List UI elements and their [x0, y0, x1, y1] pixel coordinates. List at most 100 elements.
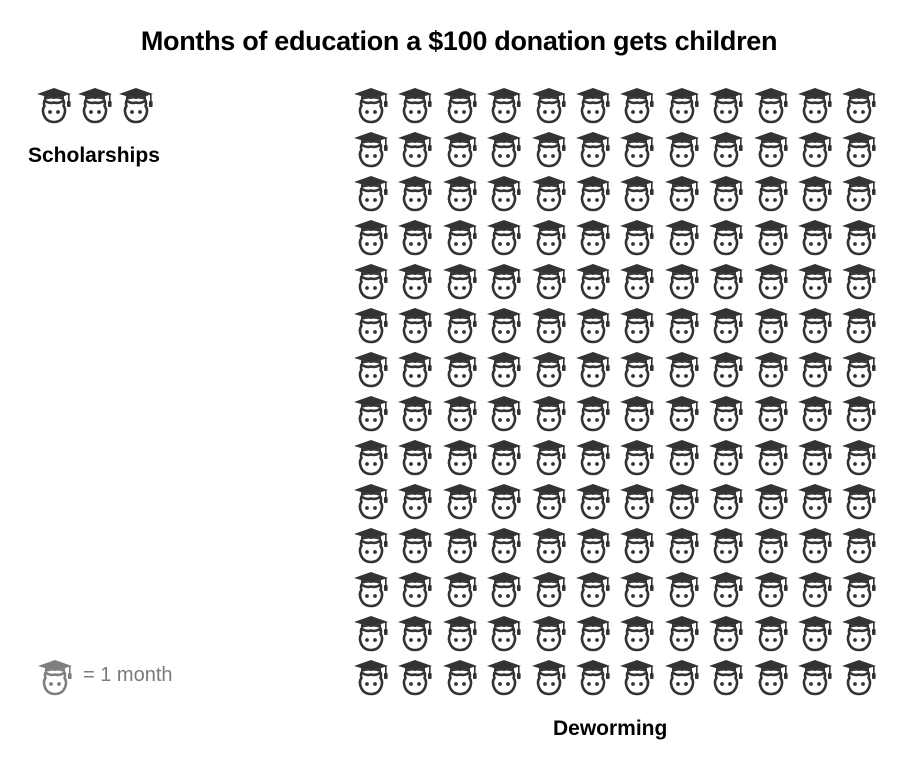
graduate-head-icon	[574, 613, 614, 653]
graduate-head-icon	[441, 657, 481, 697]
graduate-head-icon	[574, 525, 614, 565]
graduate-head-icon	[663, 217, 703, 257]
graduate-head-icon	[485, 261, 525, 301]
graduate-head-icon	[574, 85, 614, 125]
graduate-head-icon	[530, 437, 570, 477]
graduate-head-icon	[574, 657, 614, 697]
graduate-head-icon	[485, 85, 525, 125]
graduate-head-icon	[441, 129, 481, 169]
graduate-head-icon	[840, 569, 880, 609]
graduate-head-icon	[441, 613, 481, 653]
graduate-head-icon	[618, 569, 658, 609]
graduate-head-icon	[530, 217, 570, 257]
graduate-head-icon	[352, 613, 392, 653]
graduate-head-icon	[663, 437, 703, 477]
legend-text: = 1 month	[83, 664, 173, 686]
graduate-head-icon	[663, 657, 703, 697]
graduate-head-icon	[796, 657, 836, 697]
graduate-head-icon	[441, 349, 481, 389]
graduate-head-icon	[396, 173, 436, 213]
graduate-head-icon	[530, 481, 570, 521]
graduate-head-icon	[530, 569, 570, 609]
graduate-head-icon	[352, 481, 392, 521]
graduate-head-icon	[485, 481, 525, 521]
graduate-head-icon	[396, 393, 436, 433]
graduate-head-icon	[707, 129, 747, 169]
graduate-head-icon	[574, 173, 614, 213]
graduate-head-icon	[840, 129, 880, 169]
graduate-head-icon	[530, 393, 570, 433]
graduate-head-icon	[752, 525, 792, 565]
scholarships-label: Scholarships	[28, 144, 160, 167]
graduate-head-icon	[707, 569, 747, 609]
graduate-head-icon	[396, 525, 436, 565]
graduate-head-icon	[441, 525, 481, 565]
graduate-head-icon	[663, 393, 703, 433]
graduate-head-icon	[485, 173, 525, 213]
graduate-head-icon	[663, 129, 703, 169]
graduate-head-icon	[574, 437, 614, 477]
graduate-head-icon	[707, 85, 747, 125]
graduate-head-icon	[441, 569, 481, 609]
graduate-head-icon	[663, 173, 703, 213]
graduate-head-icon	[796, 217, 836, 257]
graduate-head-icon	[530, 305, 570, 345]
graduate-head-icon	[396, 481, 436, 521]
graduate-head-icon	[618, 173, 658, 213]
graduate-head-icon	[840, 261, 880, 301]
graduate-head-icon	[707, 657, 747, 697]
graduate-head-icon	[663, 481, 703, 521]
graduate-head-icon	[352, 217, 392, 257]
graduate-head-icon	[574, 129, 614, 169]
graduate-head-icon	[796, 393, 836, 433]
graduate-head-icon	[752, 261, 792, 301]
graduate-head-icon	[663, 261, 703, 301]
graduate-head-icon	[396, 657, 436, 697]
graduate-head-icon	[530, 657, 570, 697]
graduate-head-icon	[840, 525, 880, 565]
graduate-head-icon	[618, 261, 658, 301]
graduate-head-icon	[352, 437, 392, 477]
graduate-head-icon	[663, 305, 703, 345]
graduate-head-icon	[796, 261, 836, 301]
graduate-head-icon	[840, 305, 880, 345]
graduate-head-icon	[796, 613, 836, 653]
graduate-head-icon	[840, 613, 880, 653]
graduate-head-icon	[574, 393, 614, 433]
graduate-head-icon	[485, 525, 525, 565]
graduate-head-icon	[752, 569, 792, 609]
graduate-head-icon	[752, 481, 792, 521]
graduate-head-icon	[441, 481, 481, 521]
graduate-head-icon	[752, 305, 792, 345]
graduate-head-icon	[796, 85, 836, 125]
graduate-head-icon	[396, 349, 436, 389]
graduate-head-icon	[574, 305, 614, 345]
graduate-head-icon	[618, 613, 658, 653]
graduate-head-icon	[663, 349, 703, 389]
graduate-head-icon	[618, 305, 658, 345]
graduate-head-icon	[618, 217, 658, 257]
graduate-head-icon	[396, 437, 436, 477]
graduate-head-icon	[485, 217, 525, 257]
graduate-head-icon	[574, 261, 614, 301]
graduate-head-icon	[796, 569, 836, 609]
graduate-head-icon	[396, 261, 436, 301]
graduate-head-icon	[352, 525, 392, 565]
graduate-head-icon	[618, 657, 658, 697]
graduate-head-icon	[752, 349, 792, 389]
graduate-head-icon	[663, 525, 703, 565]
graduate-head-icon	[352, 129, 392, 169]
graduate-head-icon	[752, 85, 792, 125]
graduate-head-icon	[707, 437, 747, 477]
graduate-head-icon	[752, 657, 792, 697]
graduate-head-icon	[352, 261, 392, 301]
graduate-head-icon	[840, 349, 880, 389]
graduate-head-icon	[485, 129, 525, 169]
graduate-head-icon	[530, 525, 570, 565]
graduate-head-icon	[796, 305, 836, 345]
graduate-head-icon	[574, 569, 614, 609]
graduate-head-icon	[618, 85, 658, 125]
graduate-head-icon	[574, 217, 614, 257]
graduate-head-icon	[707, 481, 747, 521]
graduate-head-icon	[485, 393, 525, 433]
